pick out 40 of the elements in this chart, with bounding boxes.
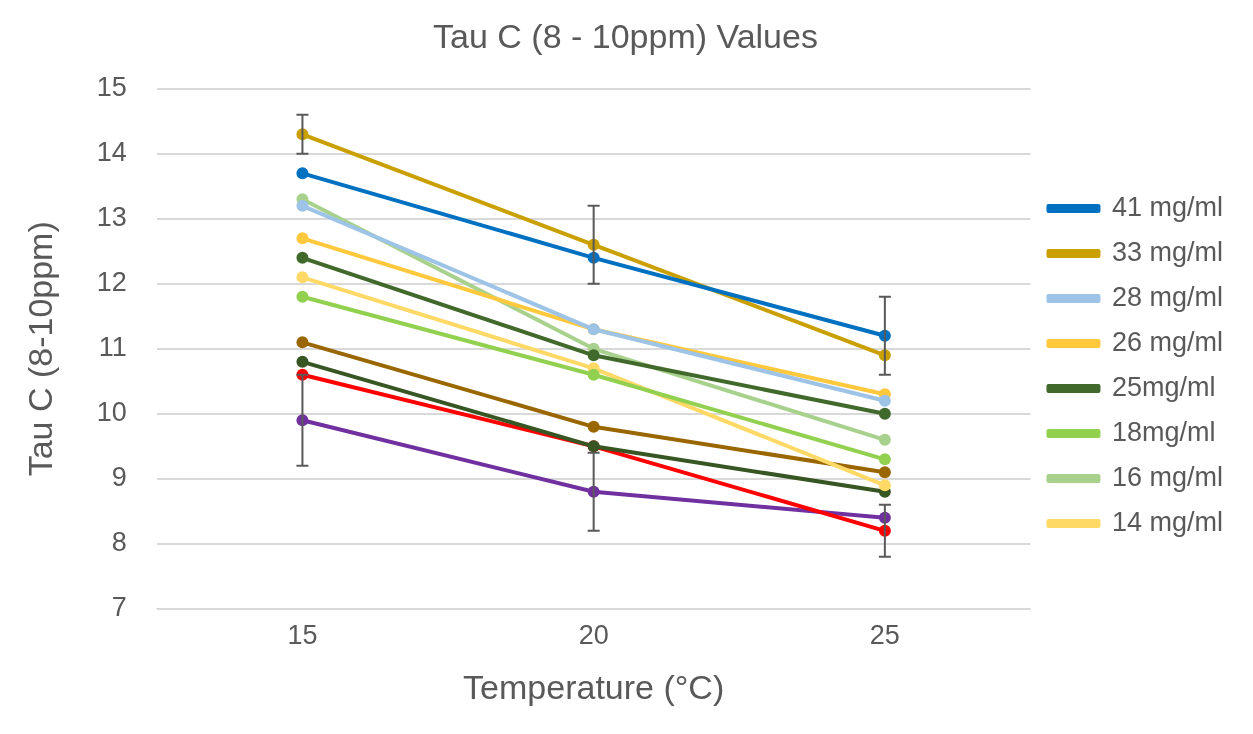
legend-label: 18mg/ml — [1111, 416, 1216, 447]
point — [878, 466, 891, 479]
point — [296, 251, 309, 264]
point — [878, 433, 891, 446]
point — [296, 355, 309, 368]
point — [296, 167, 309, 180]
legend-label: 33 mg/ml — [1111, 236, 1224, 267]
x-tick-label: 20 — [578, 620, 609, 651]
point — [296, 271, 309, 284]
x-tick-label: 15 — [287, 620, 318, 651]
point — [296, 232, 309, 245]
y-tick-label: 9 — [111, 462, 127, 493]
legend-label: 41 mg/ml — [1111, 191, 1224, 222]
point — [296, 290, 309, 303]
x-tick-label: 25 — [869, 620, 900, 651]
point — [587, 420, 600, 433]
point — [878, 453, 891, 466]
y-tick-label: 8 — [111, 527, 127, 558]
point — [296, 336, 309, 349]
point — [878, 407, 891, 420]
point — [296, 199, 309, 212]
point — [878, 479, 891, 492]
y-tick-label: 10 — [96, 397, 127, 428]
y-axis-title: Tau C (8-10ppm) — [20, 221, 59, 477]
legend-label: 26 mg/ml — [1111, 326, 1224, 357]
y-tick-label: 7 — [111, 592, 127, 623]
y-tick-label: 15 — [96, 72, 127, 103]
legend-label: 16 mg/ml — [1111, 461, 1224, 492]
x-axis-title: Temperature (°C) — [463, 667, 725, 706]
y-tick-label: 11 — [98, 332, 127, 363]
y-tick-label: 14 — [96, 137, 127, 168]
y-tick-label: 13 — [96, 202, 127, 233]
legend-label: 28 mg/ml — [1111, 281, 1224, 312]
legend-label: 25mg/ml — [1111, 371, 1216, 402]
point — [587, 368, 600, 381]
legend-label: 14 mg/ml — [1111, 506, 1224, 537]
chart-title: Tau C (8 - 10ppm) Values — [433, 16, 818, 55]
y-tick-label: 12 — [96, 267, 127, 298]
point — [878, 394, 891, 407]
point — [587, 349, 600, 362]
